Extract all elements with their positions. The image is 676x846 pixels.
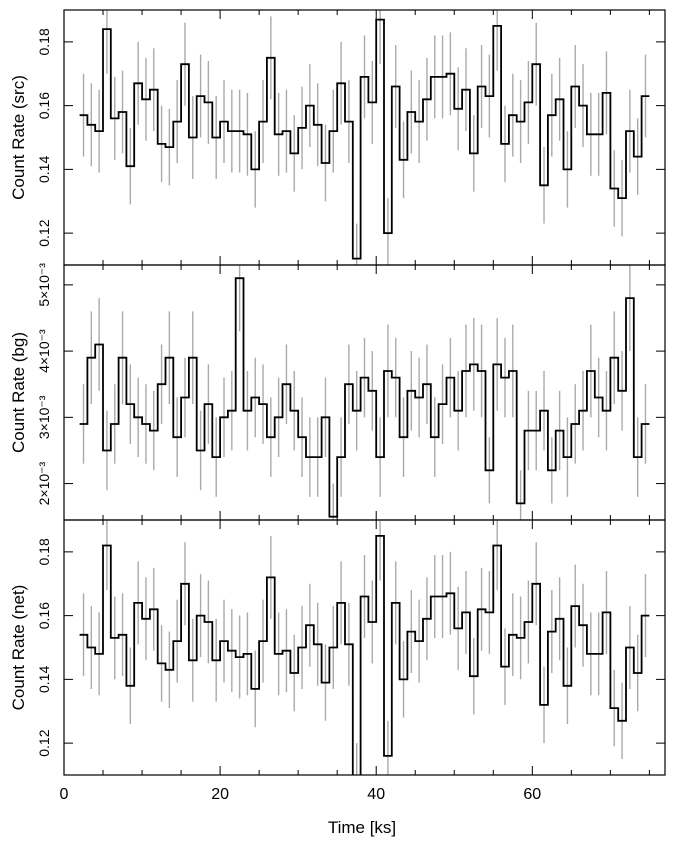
y-tick-label: 0.18 bbox=[36, 538, 52, 565]
plot-area-bg bbox=[79, 265, 650, 520]
x-tick-label: 0 bbox=[60, 786, 69, 803]
x-axis-label: Time [ks] bbox=[328, 818, 396, 837]
y-axis-label-src: Count Rate (src) bbox=[9, 75, 28, 200]
count-rate-series-net bbox=[79, 535, 650, 775]
count-rate-series-bg bbox=[79, 277, 650, 518]
y-tick-label: 0.16 bbox=[36, 602, 52, 629]
count-rate-series-src bbox=[79, 18, 650, 260]
y-tick-label: 0.14 bbox=[36, 156, 52, 183]
x-tick-label: 60 bbox=[523, 786, 541, 803]
plot-area-src bbox=[79, 10, 650, 265]
x-tick-label: 40 bbox=[367, 786, 385, 803]
panel-src: 0.12 0.14 0.16 0.18 Count Rate (src) bbox=[9, 9, 666, 266]
y-tick-label: 5×10⁻³ bbox=[36, 263, 52, 307]
y-tick-label: 3×10⁻³ bbox=[36, 395, 52, 439]
plot-area-net bbox=[79, 520, 650, 775]
y-axis-label-bg: Count Rate (bg) bbox=[9, 332, 28, 453]
y-tick-label: 0.14 bbox=[36, 666, 52, 693]
y-tick-label: 0.12 bbox=[36, 219, 52, 246]
axes-frame-net bbox=[63, 519, 666, 776]
y-tick-label: 0.18 bbox=[36, 28, 52, 55]
x-tick-label: 20 bbox=[211, 786, 229, 803]
panel-net: 0.12 0.14 0.16 0.18 Count Rate (net) bbox=[9, 519, 666, 776]
y-axis-label-net: Count Rate (net) bbox=[9, 585, 28, 711]
y-tick-label: 0.12 bbox=[36, 729, 52, 756]
y-tick-label: 4×10⁻³ bbox=[36, 329, 52, 373]
y-tick-label: 0.16 bbox=[36, 92, 52, 119]
panel-bg: 2×10⁻³ 3×10⁻³ 4×10⁻³ 5×10⁻³ Count Rate (bg) bbox=[9, 263, 666, 521]
y-tick-label: 2×10⁻³ bbox=[36, 461, 52, 505]
